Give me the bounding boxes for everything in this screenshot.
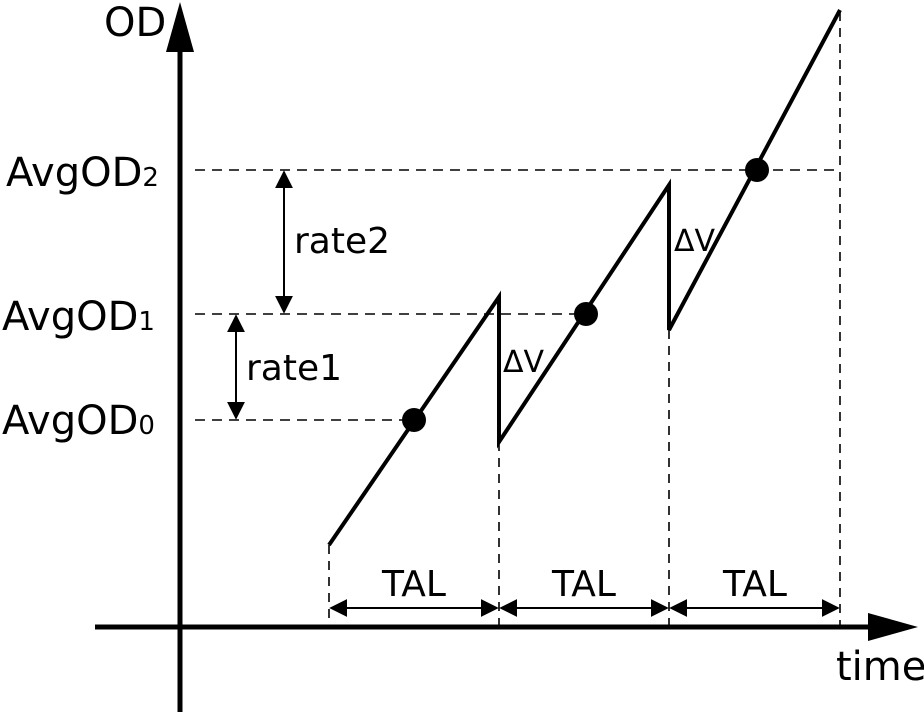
tal-label-2: TAL	[551, 564, 616, 605]
rate1-label: rate1	[246, 348, 342, 389]
x-axis-label: time	[836, 644, 924, 690]
avg-point-1	[574, 302, 598, 326]
tal-label-3: TAL	[722, 564, 787, 605]
tal-label-1: TAL	[381, 564, 446, 605]
od-sawtooth-curve	[327, 9, 842, 547]
rate2-label: rate2	[294, 221, 390, 262]
y-axis-label: OD	[104, 0, 166, 46]
avg-point-0	[402, 408, 426, 432]
avg-point-2	[745, 158, 769, 182]
x-axis-arrow-icon	[868, 613, 918, 641]
avg-od-0-label: AvgOD0	[2, 398, 155, 444]
avg-od-2-label: AvgOD2	[6, 150, 159, 196]
y-axis-arrow-icon	[166, 2, 194, 52]
delta-v-label-2: ΔV	[674, 224, 716, 259]
delta-v-label-1: ΔV	[503, 345, 545, 380]
avg-od-1-label: AvgOD1	[2, 294, 155, 340]
